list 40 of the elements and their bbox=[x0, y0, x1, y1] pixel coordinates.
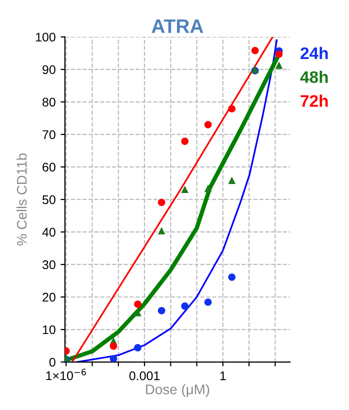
point bbox=[204, 121, 212, 128]
y-tick-label: 20 bbox=[42, 292, 56, 302]
point bbox=[275, 62, 283, 69]
y-tick-label: 60 bbox=[42, 162, 56, 172]
point bbox=[110, 355, 118, 362]
y-tick-label: 80 bbox=[42, 98, 56, 107]
x-tick-label: 0.001 bbox=[129, 371, 160, 380]
y-tick-label: 0 bbox=[49, 358, 56, 367]
point bbox=[158, 198, 166, 206]
point bbox=[204, 184, 212, 192]
point bbox=[181, 302, 189, 310]
series-label: 24h bbox=[300, 46, 328, 59]
point bbox=[181, 186, 189, 194]
y-tick-label: 70 bbox=[42, 130, 56, 140]
x-tick-label: 1 bbox=[220, 372, 226, 380]
text: 72h bbox=[300, 94, 328, 107]
y-axis-title: % Cells CD11b bbox=[16, 153, 27, 246]
point bbox=[134, 308, 142, 316]
y-tick-label: 90 bbox=[42, 65, 56, 74]
point bbox=[275, 50, 283, 58]
chart-title: ATRA bbox=[152, 19, 204, 33]
point bbox=[228, 273, 236, 281]
y-tick-label: 100 bbox=[36, 32, 56, 42]
y-tick-label: 40 bbox=[42, 228, 56, 237]
point bbox=[228, 105, 236, 112]
point bbox=[251, 46, 259, 54]
point bbox=[181, 138, 189, 145]
series-label: 48h bbox=[300, 70, 328, 84]
x-axis-title: Dose (μM) bbox=[146, 384, 210, 398]
point bbox=[158, 227, 166, 234]
point bbox=[134, 300, 142, 308]
point bbox=[204, 298, 212, 306]
y-tick-label: 30 bbox=[42, 260, 56, 270]
point bbox=[110, 342, 118, 350]
y-tick-label: 10 bbox=[42, 325, 56, 334]
point bbox=[228, 176, 236, 184]
y-tick-label: 50 bbox=[42, 195, 56, 204]
point bbox=[158, 306, 166, 314]
point bbox=[134, 344, 142, 352]
x-tick-label: 1×10$^{−6}$ bbox=[46, 368, 86, 380]
